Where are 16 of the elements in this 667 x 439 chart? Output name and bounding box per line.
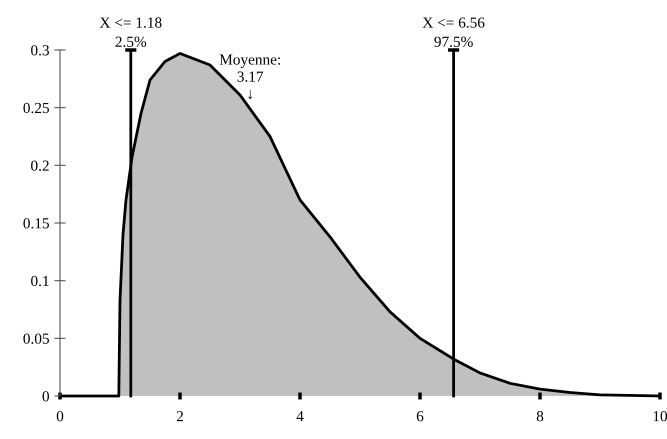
x-tick-label: 0: [56, 411, 64, 422]
y-tick-label: 0.1: [31, 276, 49, 286]
annotation: Moyenne: 3.17 ↓: [220, 54, 280, 100]
x-tick-label: 8: [536, 411, 544, 422]
x-tick-label: 6: [416, 411, 424, 422]
ref-line-label: X <= 6.56 97.5%: [422, 17, 484, 47]
y-tick-label: 0.15: [23, 218, 49, 229]
y-tick-label: 0.05: [23, 333, 49, 344]
y-tick-label: 0.3: [31, 45, 49, 56]
y-tick-label: 0.2: [31, 160, 49, 171]
ref-line-label: X <= 1.18 2.5%: [100, 17, 162, 47]
x-tick-label: 4: [296, 411, 304, 422]
x-tick-label: 10: [654, 411, 667, 422]
x-tick-label: 2: [176, 411, 183, 422]
y-tick-label: 0.25: [23, 102, 49, 114]
y-tick-label: 0: [42, 391, 49, 402]
